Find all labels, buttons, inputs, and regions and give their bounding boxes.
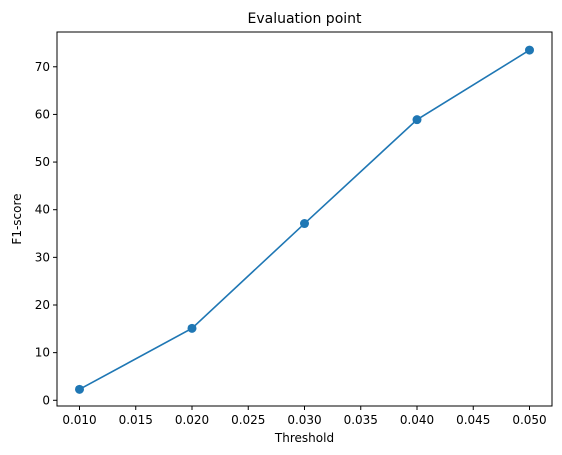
x-tick-label: 0.015 bbox=[119, 413, 153, 427]
chart-title: Evaluation point bbox=[247, 11, 362, 27]
x-tick-label: 0.010 bbox=[62, 413, 96, 427]
y-tick-label: 60 bbox=[35, 107, 50, 121]
x-axis-label: Threshold bbox=[274, 431, 334, 445]
y-tick-label: 10 bbox=[35, 346, 50, 360]
series-layer bbox=[75, 45, 534, 394]
plot-area bbox=[56, 31, 553, 407]
data-point bbox=[525, 45, 534, 55]
y-tick-label: 20 bbox=[35, 298, 50, 312]
x-tick-label: 0.040 bbox=[400, 413, 434, 427]
y-tick-label: 70 bbox=[35, 60, 50, 74]
x-tick-label: 0.025 bbox=[231, 413, 265, 427]
y-tick-label: 30 bbox=[35, 250, 50, 264]
data-point bbox=[300, 219, 309, 229]
x-tick-label: 0.035 bbox=[344, 413, 378, 427]
data-point bbox=[75, 384, 84, 394]
x-tick-label: 0.050 bbox=[512, 413, 546, 427]
x-axis: 0.010 0.015 0.020 0.025 0.030 0.035 0.040 0.045… bbox=[62, 406, 547, 427]
y-axis-label: F1-score bbox=[10, 193, 24, 244]
x-tick-label: 0.045 bbox=[456, 413, 490, 427]
x-tick-label: 0.020 bbox=[175, 413, 209, 427]
data-point bbox=[187, 323, 197, 333]
y-tick-label: 0 bbox=[42, 393, 50, 407]
y-axis: 0 10 20 30 40 50 60 70 bbox=[35, 60, 57, 407]
data-point bbox=[412, 115, 422, 125]
y-tick-label: 40 bbox=[35, 203, 50, 217]
x-tick-label: 0.030 bbox=[287, 413, 321, 427]
y-tick-label: 50 bbox=[35, 155, 50, 169]
